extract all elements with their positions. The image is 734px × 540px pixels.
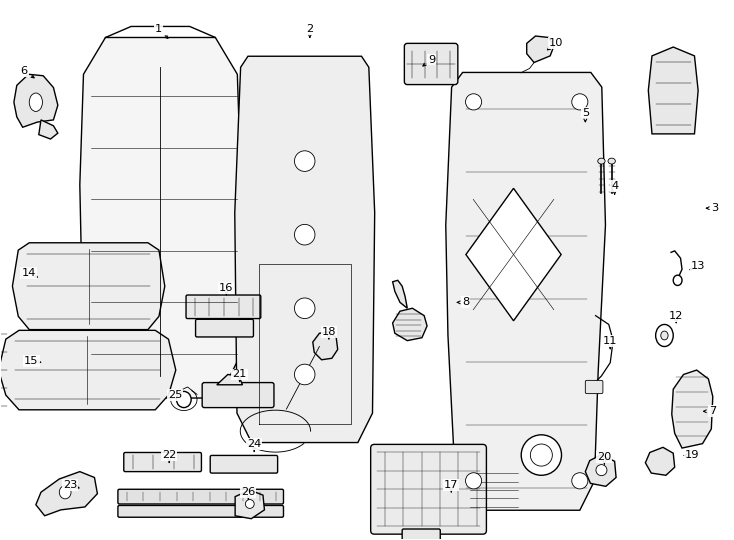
Text: 17: 17 (444, 480, 459, 490)
Text: 24: 24 (247, 440, 261, 449)
Polygon shape (235, 490, 264, 519)
Ellipse shape (294, 225, 315, 245)
Polygon shape (393, 280, 407, 308)
Ellipse shape (572, 472, 588, 489)
Ellipse shape (608, 158, 615, 164)
Ellipse shape (59, 485, 71, 499)
Ellipse shape (465, 472, 482, 489)
Polygon shape (14, 75, 58, 127)
Ellipse shape (294, 298, 315, 319)
FancyBboxPatch shape (202, 382, 274, 408)
Text: 11: 11 (603, 336, 617, 346)
Polygon shape (235, 56, 374, 443)
FancyBboxPatch shape (585, 380, 603, 394)
Ellipse shape (673, 275, 682, 286)
FancyBboxPatch shape (210, 455, 277, 473)
Polygon shape (313, 332, 338, 360)
Polygon shape (39, 120, 58, 139)
Text: 7: 7 (709, 406, 716, 416)
Text: 19: 19 (685, 450, 700, 461)
Text: 16: 16 (219, 282, 233, 293)
Ellipse shape (661, 331, 668, 340)
FancyBboxPatch shape (118, 489, 283, 504)
Ellipse shape (597, 158, 605, 164)
Ellipse shape (176, 392, 191, 408)
Text: 1: 1 (155, 24, 161, 33)
Ellipse shape (531, 444, 553, 466)
Text: 15: 15 (24, 356, 39, 366)
Ellipse shape (294, 151, 315, 171)
Ellipse shape (655, 325, 673, 347)
Text: 8: 8 (462, 298, 470, 307)
FancyBboxPatch shape (195, 319, 253, 337)
Polygon shape (12, 243, 165, 329)
Text: 12: 12 (669, 310, 683, 321)
Ellipse shape (521, 435, 562, 475)
Text: 4: 4 (611, 181, 618, 191)
Text: 13: 13 (691, 261, 705, 271)
Polygon shape (585, 455, 616, 487)
Polygon shape (80, 37, 241, 398)
Polygon shape (466, 188, 561, 321)
Text: 23: 23 (63, 480, 78, 490)
Ellipse shape (572, 94, 588, 110)
Polygon shape (36, 471, 98, 516)
Text: 10: 10 (549, 38, 563, 49)
Text: 3: 3 (711, 203, 719, 213)
Polygon shape (527, 36, 554, 63)
FancyBboxPatch shape (186, 295, 261, 319)
Polygon shape (0, 330, 175, 410)
Ellipse shape (294, 364, 315, 385)
Text: 2: 2 (306, 24, 313, 33)
Text: 14: 14 (21, 268, 36, 278)
Polygon shape (393, 308, 427, 341)
Polygon shape (217, 374, 242, 385)
Text: 9: 9 (428, 55, 435, 65)
Polygon shape (645, 447, 675, 475)
Polygon shape (648, 47, 698, 134)
Text: 22: 22 (162, 450, 176, 461)
Text: 20: 20 (597, 452, 611, 462)
FancyBboxPatch shape (404, 43, 458, 85)
FancyBboxPatch shape (371, 444, 487, 534)
Text: 25: 25 (168, 390, 182, 400)
Text: 26: 26 (241, 487, 255, 497)
Polygon shape (446, 72, 606, 510)
FancyBboxPatch shape (402, 529, 440, 540)
FancyBboxPatch shape (124, 453, 201, 471)
Ellipse shape (245, 500, 254, 508)
Ellipse shape (596, 464, 607, 476)
Text: 18: 18 (321, 327, 336, 337)
Polygon shape (672, 370, 713, 448)
Ellipse shape (29, 93, 43, 111)
Text: 5: 5 (581, 107, 589, 118)
Ellipse shape (465, 94, 482, 110)
FancyBboxPatch shape (118, 505, 283, 517)
Text: 21: 21 (233, 369, 247, 380)
Text: 6: 6 (21, 65, 28, 76)
